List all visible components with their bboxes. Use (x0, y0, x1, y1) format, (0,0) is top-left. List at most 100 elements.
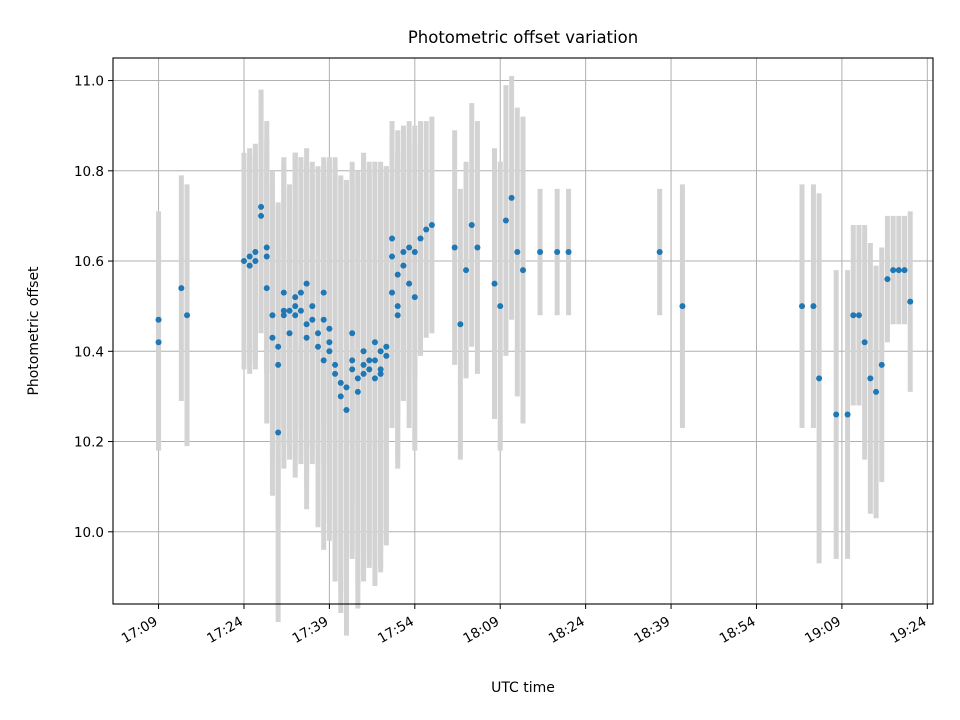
data-point (502, 217, 509, 224)
y-axis-ticks: 10.0 10.2 10.4 10.6 10.8 11.0 (74, 74, 113, 541)
data-point (354, 375, 361, 382)
data-point (303, 321, 310, 328)
data-point (258, 203, 265, 210)
data-point (292, 312, 299, 319)
data-point (428, 221, 435, 228)
data-point (297, 307, 304, 314)
data-point (679, 303, 686, 310)
plot-frame (112, 57, 934, 605)
data-point (280, 307, 287, 314)
data-point (377, 366, 384, 373)
data-point (377, 348, 384, 355)
data-point (240, 258, 247, 265)
data-point (366, 366, 373, 373)
data-point (656, 249, 663, 256)
data-point (252, 258, 259, 265)
data-point (810, 303, 817, 310)
data-point (907, 298, 914, 305)
x-axis-label: UTC time (491, 680, 555, 696)
data-point (394, 271, 401, 278)
data-point (878, 361, 885, 368)
data-point (155, 339, 162, 346)
data-point (514, 249, 521, 256)
data-point (423, 226, 430, 233)
chart-title: Photometric offset variation (408, 28, 638, 47)
data-point (332, 370, 339, 377)
data-point (349, 357, 356, 364)
data-point (508, 194, 515, 201)
data-point (292, 303, 299, 310)
y-tick-label: 10.0 (74, 525, 104, 541)
data-points (155, 194, 914, 436)
data-point (252, 249, 259, 256)
data-point (411, 294, 418, 301)
data-point (326, 325, 333, 332)
data-point (873, 388, 880, 395)
data-point (411, 249, 418, 256)
data-point (315, 343, 321, 350)
y-tick-label: 11.0 (74, 74, 104, 90)
data-point (246, 262, 253, 269)
y-tick-label: 10.4 (74, 344, 104, 360)
data-point (286, 330, 293, 337)
data-point (275, 343, 282, 350)
data-point (337, 393, 344, 400)
y-axis-label: Photometric offset (26, 266, 42, 396)
data-point (497, 303, 504, 310)
data-point (258, 212, 265, 219)
data-point (474, 244, 481, 251)
data-point (332, 361, 339, 368)
data-point (286, 307, 293, 314)
data-point (366, 357, 373, 364)
data-point (389, 253, 396, 260)
data-point (816, 375, 823, 382)
data-point (320, 357, 327, 364)
data-point (269, 334, 276, 341)
data-point (263, 253, 270, 260)
data-point (491, 280, 498, 287)
data-point (406, 280, 413, 287)
data-point (371, 339, 378, 346)
data-point (468, 221, 475, 228)
data-point (309, 303, 316, 310)
data-point (400, 262, 407, 269)
data-point (537, 249, 544, 256)
data-point (275, 361, 282, 368)
data-point (263, 244, 270, 251)
data-point (275, 429, 282, 436)
y-tick-label: 10.2 (74, 435, 104, 451)
data-point (383, 352, 390, 359)
data-point (184, 312, 191, 319)
data-point (155, 316, 162, 323)
data-point (554, 249, 561, 256)
data-point (463, 267, 470, 274)
data-point (371, 357, 378, 364)
data-point (354, 388, 361, 395)
data-point (303, 334, 310, 341)
data-point (833, 411, 840, 418)
data-point (861, 339, 868, 346)
data-point (246, 253, 253, 260)
data-point (320, 316, 327, 323)
data-point (799, 303, 806, 310)
data-point (389, 235, 396, 242)
data-point (269, 312, 276, 319)
data-point (394, 303, 401, 310)
data-point (850, 312, 857, 319)
y-tick-label: 10.6 (74, 254, 104, 270)
data-point (565, 249, 572, 256)
data-point (417, 235, 424, 242)
data-point (343, 406, 350, 413)
data-point (844, 411, 851, 418)
data-point (337, 379, 344, 386)
data-point (383, 343, 390, 350)
data-point (360, 361, 367, 368)
data-point (389, 289, 396, 296)
data-point (280, 289, 287, 296)
data-point (855, 312, 862, 319)
data-point (457, 321, 464, 328)
data-point (520, 267, 526, 274)
data-point (360, 348, 367, 355)
